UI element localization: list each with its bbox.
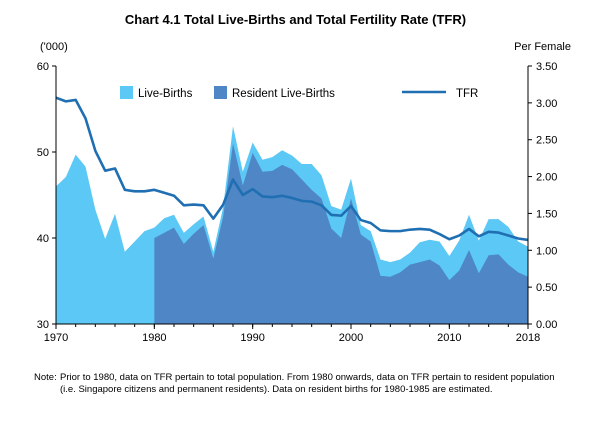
legend-swatch-resident-live-births xyxy=(214,86,227,99)
right-axis-unit: Per Female xyxy=(514,41,571,53)
x-axis-tick-label: 2000 xyxy=(339,332,363,344)
footnote: Note: Prior to 1980, data on TFR pertain… xyxy=(34,372,560,395)
right-axis-tick-label: 0.00 xyxy=(536,319,557,331)
footnote-label: Note: xyxy=(34,372,57,383)
right-axis-tick-label: 1.50 xyxy=(536,208,557,220)
legend-label-live-births: Live-Births xyxy=(138,88,193,100)
left-axis-tick-label: 50 xyxy=(37,147,49,159)
x-axis-tick-label: 1970 xyxy=(44,332,68,344)
footnote-text: Prior to 1980, data on TFR pertain to to… xyxy=(60,372,555,395)
legend-label-resident-live-births: Resident Live-Births xyxy=(232,88,335,100)
left-axis-tick-label: 30 xyxy=(37,319,49,331)
x-axis-tick-label: 2018 xyxy=(516,332,540,344)
left-axis-tick-label: 40 xyxy=(37,233,49,245)
right-axis-tick-label: 0.50 xyxy=(536,282,557,294)
legend-label-tfr: TFR xyxy=(456,88,478,100)
right-axis-tick-label: 3.50 xyxy=(536,61,557,73)
chart-canvas: 30 40 50 60 0.00 0.50 1.00 1.50 2.00 2.50 3.00 3.50… xyxy=(37,61,558,344)
right-axis-tick-label: 2.00 xyxy=(536,172,557,184)
resident-live-births-area xyxy=(154,143,529,324)
left-axis-tick-label: 60 xyxy=(37,61,49,73)
right-axis-tick-label: 1.00 xyxy=(536,245,557,257)
right-axis-tick-label: 2.50 xyxy=(536,135,557,147)
x-axis-tick-label: 2010 xyxy=(437,332,461,344)
tfr-line xyxy=(55,96,529,242)
chart-title: Chart 4.1 Total Live-Births and Total Fe… xyxy=(124,12,467,27)
right-axis-tick-label: 3.00 xyxy=(536,98,557,110)
x-axis-tick-label: 1990 xyxy=(240,332,264,344)
left-axis-unit: ('000) xyxy=(40,41,68,53)
legend-swatch-live-births xyxy=(120,86,133,99)
x-axis-tick-label: 1980 xyxy=(142,332,166,344)
